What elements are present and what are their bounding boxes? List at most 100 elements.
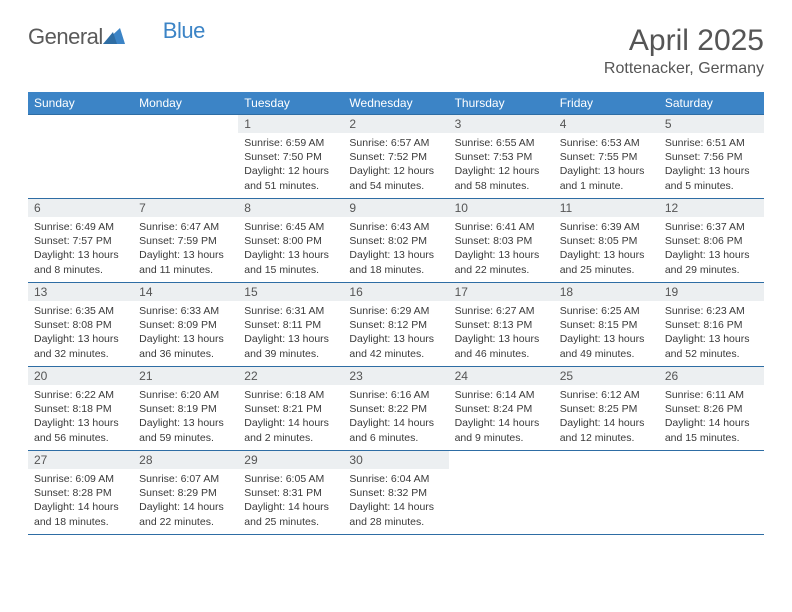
day-details: Sunrise: 6:16 AMSunset: 8:22 PMDaylight:… (343, 385, 448, 449)
header: General Blue April 2025 Rottenacker, Ger… (28, 24, 764, 78)
day-details: Sunrise: 6:45 AMSunset: 8:00 PMDaylight:… (238, 217, 343, 281)
day-details: Sunrise: 6:49 AMSunset: 7:57 PMDaylight:… (28, 217, 133, 281)
day-number: 17 (449, 283, 554, 301)
day-number: 21 (133, 367, 238, 385)
calendar-cell: 4Sunrise: 6:53 AMSunset: 7:55 PMDaylight… (554, 115, 659, 199)
logo-text-1: General (28, 24, 103, 50)
day-details: Sunrise: 6:55 AMSunset: 7:53 PMDaylight:… (449, 133, 554, 197)
day-number: 2 (343, 115, 448, 133)
day-details: Sunrise: 6:23 AMSunset: 8:16 PMDaylight:… (659, 301, 764, 365)
day-details: Sunrise: 6:07 AMSunset: 8:29 PMDaylight:… (133, 469, 238, 533)
calendar-cell: 30Sunrise: 6:04 AMSunset: 8:32 PMDayligh… (343, 451, 448, 535)
day-details: Sunrise: 6:33 AMSunset: 8:09 PMDaylight:… (133, 301, 238, 365)
day-details: Sunrise: 6:29 AMSunset: 8:12 PMDaylight:… (343, 301, 448, 365)
weekday-header: Thursday (449, 92, 554, 115)
day-details: Sunrise: 6:22 AMSunset: 8:18 PMDaylight:… (28, 385, 133, 449)
weekday-header: Tuesday (238, 92, 343, 115)
day-number: 14 (133, 283, 238, 301)
day-number: 12 (659, 199, 764, 217)
day-details: Sunrise: 6:35 AMSunset: 8:08 PMDaylight:… (28, 301, 133, 365)
day-number: 3 (449, 115, 554, 133)
calendar-cell: 22Sunrise: 6:18 AMSunset: 8:21 PMDayligh… (238, 367, 343, 451)
day-number: 11 (554, 199, 659, 217)
day-number: 9 (343, 199, 448, 217)
day-details: Sunrise: 6:43 AMSunset: 8:02 PMDaylight:… (343, 217, 448, 281)
day-details: Sunrise: 6:12 AMSunset: 8:25 PMDaylight:… (554, 385, 659, 449)
day-details: Sunrise: 6:57 AMSunset: 7:52 PMDaylight:… (343, 133, 448, 197)
day-number: 26 (659, 367, 764, 385)
logo-triangle-icon (103, 26, 125, 49)
weekday-header: Sunday (28, 92, 133, 115)
day-details: Sunrise: 6:11 AMSunset: 8:26 PMDaylight:… (659, 385, 764, 449)
day-details: Sunrise: 6:51 AMSunset: 7:56 PMDaylight:… (659, 133, 764, 197)
calendar-cell: 5Sunrise: 6:51 AMSunset: 7:56 PMDaylight… (659, 115, 764, 199)
calendar-cell: 27Sunrise: 6:09 AMSunset: 8:28 PMDayligh… (28, 451, 133, 535)
day-details: Sunrise: 6:59 AMSunset: 7:50 PMDaylight:… (238, 133, 343, 197)
day-number: 19 (659, 283, 764, 301)
day-number: 23 (343, 367, 448, 385)
day-number: 4 (554, 115, 659, 133)
day-details: Sunrise: 6:25 AMSunset: 8:15 PMDaylight:… (554, 301, 659, 365)
day-number: 25 (554, 367, 659, 385)
calendar-cell: 20Sunrise: 6:22 AMSunset: 8:18 PMDayligh… (28, 367, 133, 451)
calendar-row: 20Sunrise: 6:22 AMSunset: 8:18 PMDayligh… (28, 367, 764, 451)
logo-text-2: Blue (163, 18, 205, 44)
day-details: Sunrise: 6:14 AMSunset: 8:24 PMDaylight:… (449, 385, 554, 449)
calendar-cell: 26Sunrise: 6:11 AMSunset: 8:26 PMDayligh… (659, 367, 764, 451)
day-number: 27 (28, 451, 133, 469)
location-label: Rottenacker, Germany (604, 60, 764, 78)
day-number: 13 (28, 283, 133, 301)
weekday-header: Friday (554, 92, 659, 115)
day-number: 29 (238, 451, 343, 469)
page-title: April 2025 (604, 24, 764, 58)
calendar-cell: 23Sunrise: 6:16 AMSunset: 8:22 PMDayligh… (343, 367, 448, 451)
calendar-row: 13Sunrise: 6:35 AMSunset: 8:08 PMDayligh… (28, 283, 764, 367)
day-number: 5 (659, 115, 764, 133)
calendar-row: 27Sunrise: 6:09 AMSunset: 8:28 PMDayligh… (28, 451, 764, 535)
calendar-cell: 14Sunrise: 6:33 AMSunset: 8:09 PMDayligh… (133, 283, 238, 367)
day-number: 18 (554, 283, 659, 301)
day-number: 8 (238, 199, 343, 217)
day-details: Sunrise: 6:31 AMSunset: 8:11 PMDaylight:… (238, 301, 343, 365)
day-details: Sunrise: 6:04 AMSunset: 8:32 PMDaylight:… (343, 469, 448, 533)
weekday-header-row: Sunday Monday Tuesday Wednesday Thursday… (28, 92, 764, 115)
calendar-cell (449, 451, 554, 535)
calendar-row: 6Sunrise: 6:49 AMSunset: 7:57 PMDaylight… (28, 199, 764, 283)
day-details: Sunrise: 6:05 AMSunset: 8:31 PMDaylight:… (238, 469, 343, 533)
day-details: Sunrise: 6:37 AMSunset: 8:06 PMDaylight:… (659, 217, 764, 281)
logo: General Blue (28, 24, 205, 50)
calendar-cell: 3Sunrise: 6:55 AMSunset: 7:53 PMDaylight… (449, 115, 554, 199)
day-details: Sunrise: 6:18 AMSunset: 8:21 PMDaylight:… (238, 385, 343, 449)
calendar-cell: 8Sunrise: 6:45 AMSunset: 8:00 PMDaylight… (238, 199, 343, 283)
calendar-cell (133, 115, 238, 199)
calendar-cell: 28Sunrise: 6:07 AMSunset: 8:29 PMDayligh… (133, 451, 238, 535)
day-details: Sunrise: 6:53 AMSunset: 7:55 PMDaylight:… (554, 133, 659, 197)
day-number: 6 (28, 199, 133, 217)
calendar-cell: 9Sunrise: 6:43 AMSunset: 8:02 PMDaylight… (343, 199, 448, 283)
day-number: 24 (449, 367, 554, 385)
calendar-cell: 1Sunrise: 6:59 AMSunset: 7:50 PMDaylight… (238, 115, 343, 199)
calendar-table: Sunday Monday Tuesday Wednesday Thursday… (28, 92, 764, 535)
day-number: 15 (238, 283, 343, 301)
calendar-cell: 6Sunrise: 6:49 AMSunset: 7:57 PMDaylight… (28, 199, 133, 283)
day-number: 20 (28, 367, 133, 385)
calendar-cell (659, 451, 764, 535)
calendar-cell: 15Sunrise: 6:31 AMSunset: 8:11 PMDayligh… (238, 283, 343, 367)
day-number: 30 (343, 451, 448, 469)
calendar-cell (554, 451, 659, 535)
calendar-cell: 24Sunrise: 6:14 AMSunset: 8:24 PMDayligh… (449, 367, 554, 451)
weekday-header: Wednesday (343, 92, 448, 115)
calendar-cell (28, 115, 133, 199)
day-details: Sunrise: 6:47 AMSunset: 7:59 PMDaylight:… (133, 217, 238, 281)
day-details: Sunrise: 6:20 AMSunset: 8:19 PMDaylight:… (133, 385, 238, 449)
day-details: Sunrise: 6:09 AMSunset: 8:28 PMDaylight:… (28, 469, 133, 533)
calendar-row: 1Sunrise: 6:59 AMSunset: 7:50 PMDaylight… (28, 115, 764, 199)
weekday-header: Monday (133, 92, 238, 115)
calendar-cell: 13Sunrise: 6:35 AMSunset: 8:08 PMDayligh… (28, 283, 133, 367)
calendar-cell: 7Sunrise: 6:47 AMSunset: 7:59 PMDaylight… (133, 199, 238, 283)
calendar-cell: 16Sunrise: 6:29 AMSunset: 8:12 PMDayligh… (343, 283, 448, 367)
calendar-cell: 12Sunrise: 6:37 AMSunset: 8:06 PMDayligh… (659, 199, 764, 283)
calendar-cell: 21Sunrise: 6:20 AMSunset: 8:19 PMDayligh… (133, 367, 238, 451)
day-number: 22 (238, 367, 343, 385)
calendar-cell: 18Sunrise: 6:25 AMSunset: 8:15 PMDayligh… (554, 283, 659, 367)
